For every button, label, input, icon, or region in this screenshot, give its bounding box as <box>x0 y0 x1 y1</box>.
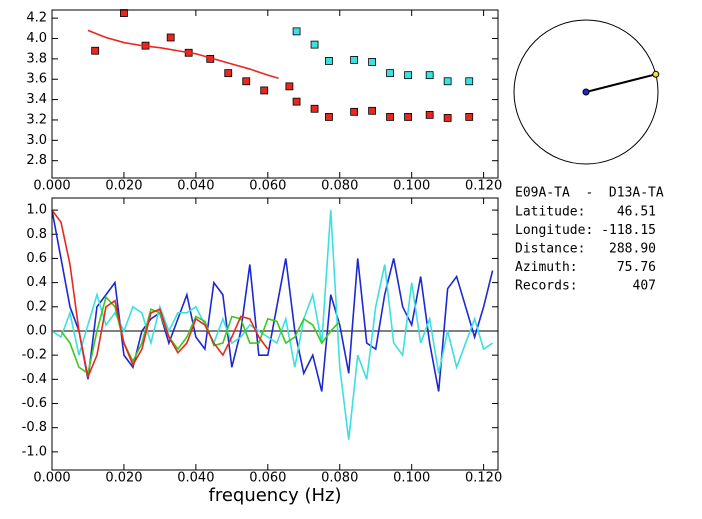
scatter-point <box>465 77 474 86</box>
series-line <box>51 209 494 392</box>
y-tick-label: 4.0 <box>26 31 47 46</box>
y-tick-label: -0.4 <box>22 372 47 387</box>
y-tick-label: -0.8 <box>22 420 47 435</box>
series-line <box>51 210 494 440</box>
x-tick-label: 0.000 <box>33 471 70 486</box>
x-tick-label: 0.000 <box>33 179 70 194</box>
series-line <box>60 295 341 375</box>
scatter-point <box>404 71 412 80</box>
info-value: 46.51 <box>617 205 656 220</box>
scatter-point <box>325 57 333 65</box>
scatter-point <box>386 113 394 121</box>
scatter-point <box>443 77 452 86</box>
scatter-point <box>425 110 434 119</box>
y-tick-label: 3.4 <box>26 92 47 107</box>
x-tick-label: 0.040 <box>177 179 214 194</box>
azimuth-line <box>585 73 657 93</box>
x-tick-label: 0.120 <box>465 179 502 194</box>
y-tick-label: -0.6 <box>22 396 47 411</box>
scatter-point <box>260 86 269 95</box>
info-title: E09A-TA - D13A-TA <box>515 186 664 201</box>
x-axis-label: frequency (Hz) <box>208 485 341 506</box>
scatter-point <box>325 113 333 121</box>
scatter-point <box>465 113 474 121</box>
y-tick-label: 3.6 <box>26 72 47 87</box>
scatter-point <box>350 107 359 116</box>
info-label: Latitude: <box>515 205 585 220</box>
y-tick-label: 3.2 <box>26 112 47 127</box>
x-tick-label: 0.020 <box>105 179 142 194</box>
scatter-point <box>386 69 394 78</box>
scatter-point <box>120 9 128 17</box>
scatter-point <box>368 106 377 115</box>
y-tick-label: -0.2 <box>22 348 47 363</box>
station-b <box>652 70 660 78</box>
x-tick-label: 0.060 <box>249 179 286 194</box>
y-tick-label: 1.0 <box>26 203 47 218</box>
info-value: 288.90 <box>609 242 656 257</box>
scatter-point <box>285 82 294 91</box>
info-value: 75.76 <box>617 260 656 275</box>
scatter-point <box>310 104 319 113</box>
scatter-point <box>404 113 412 121</box>
scatter-point <box>425 71 434 80</box>
y-tick-label: 0.8 <box>26 227 47 242</box>
info-value: -118.15 <box>601 223 656 238</box>
scatter-point <box>350 55 359 64</box>
series-line <box>87 29 279 79</box>
y-tick-label: 2.8 <box>26 153 47 168</box>
station-a <box>582 88 590 96</box>
scatter-point <box>443 114 452 122</box>
x-tick-label: 0.100 <box>393 471 430 486</box>
y-tick-label: 3.8 <box>26 51 47 66</box>
plot-frame <box>51 9 499 179</box>
x-tick-label: 0.080 <box>321 471 358 486</box>
x-tick-label: 0.100 <box>393 179 430 194</box>
scatter-point <box>292 27 301 36</box>
azimuth-circle <box>513 19 659 165</box>
y-tick-label: -1.0 <box>22 444 47 459</box>
info-label: Distance: <box>515 242 585 257</box>
x-tick-label: 0.120 <box>465 471 502 486</box>
y-tick-label: 3.0 <box>26 133 47 148</box>
x-tick-label: 0.020 <box>105 471 142 486</box>
info-label: Longitude: <box>515 223 593 238</box>
scatter-point <box>292 97 301 106</box>
x-tick-label: 0.080 <box>321 179 358 194</box>
y-tick-label: 0.2 <box>26 299 47 314</box>
x-tick-label: 0.040 <box>177 471 214 486</box>
plot-frame <box>51 197 499 471</box>
info-label: Azimuth: <box>515 260 578 275</box>
y-tick-label: 0.4 <box>26 275 47 290</box>
info-value: 407 <box>633 279 656 294</box>
scatter-point <box>224 69 233 78</box>
scatter-point <box>166 33 175 42</box>
y-tick-label: 0.0 <box>26 323 47 338</box>
scatter-point <box>91 46 100 55</box>
y-tick-label: 4.2 <box>26 11 47 26</box>
series-line <box>51 209 269 380</box>
y-tick-label: 0.6 <box>26 251 47 266</box>
scatter-point <box>242 77 251 86</box>
info-label: Records: <box>515 279 578 294</box>
x-tick-label: 0.060 <box>249 471 286 486</box>
scatter-point <box>368 58 377 66</box>
scatter-point <box>310 40 319 49</box>
